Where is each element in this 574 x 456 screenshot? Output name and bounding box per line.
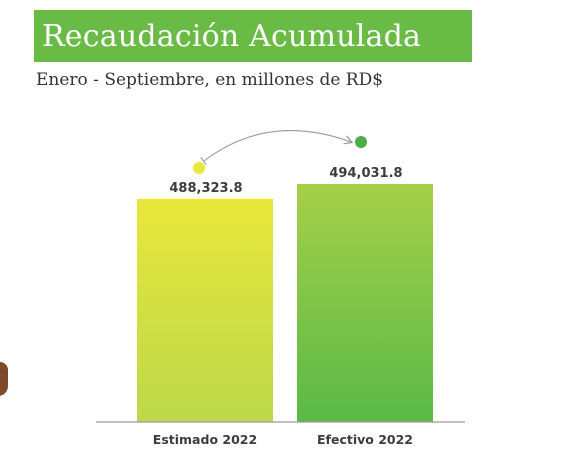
arrow-tail-tick (200, 156, 207, 166)
value-label-efectivo: 494,031.8 (329, 166, 402, 181)
title-banner: Recaudación Acumulada (34, 10, 472, 62)
bar-estimado (137, 198, 273, 422)
chart-title: Recaudación Acumulada (42, 18, 422, 54)
comparison-arrow (203, 130, 351, 162)
tick-label-estimado: Estimado 2022 (153, 432, 257, 447)
tick-label-efectivo: Efectivo 2022 (317, 432, 413, 447)
decorative-figure-edge (0, 362, 8, 396)
marker-efectivo (355, 136, 367, 148)
chart-subtitle: Enero - Septiembre, en millones de RD$ (36, 70, 384, 90)
value-label-estimado: 488,323.8 (169, 181, 242, 196)
marker-estimado (193, 162, 205, 174)
bar-efectivo (297, 184, 433, 422)
